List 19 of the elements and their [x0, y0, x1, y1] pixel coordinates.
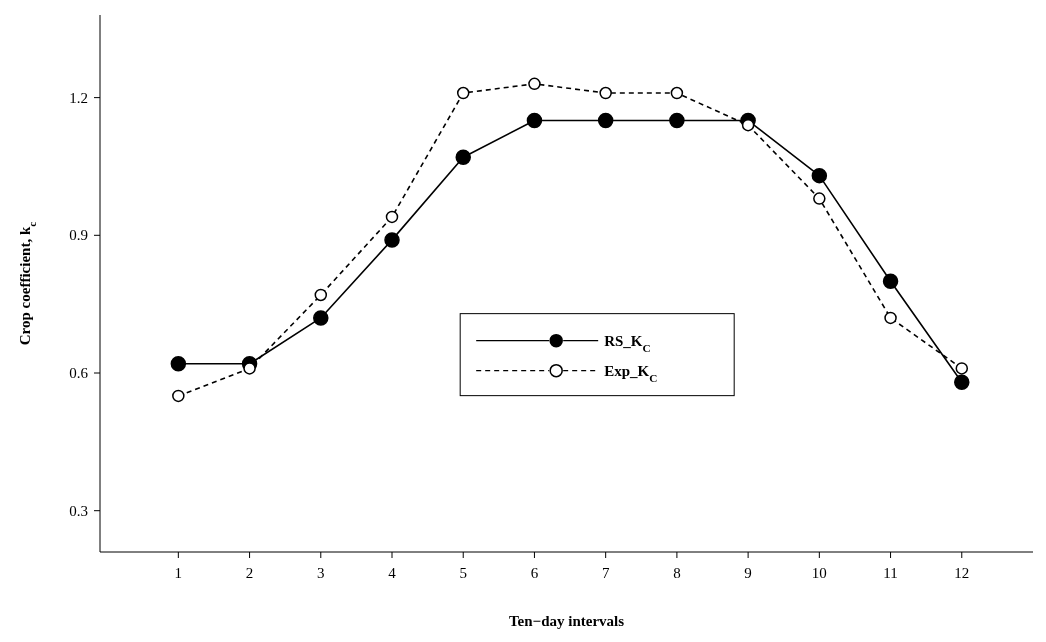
y-tick-label: 0.3 [69, 502, 88, 519]
y-tick-label: 0.9 [69, 227, 88, 244]
x-tick-label: 9 [744, 565, 752, 581]
x-tick-label: 7 [601, 565, 610, 581]
x-tick-label: 2 [245, 565, 254, 581]
x-axis-title: Ten−day intervals [508, 613, 625, 629]
y-tick-label: 1.2 [69, 89, 88, 106]
x-tick-label: 3 [317, 565, 325, 581]
x-tick-label: 5 [459, 565, 467, 581]
x-tick-label: 11 [883, 565, 898, 581]
x-tick-label: 1 [174, 565, 183, 581]
x-tick-label: 6 [530, 565, 539, 581]
x-tick-label: 10 [811, 565, 827, 581]
y-tick-label: 0.6 [69, 365, 89, 381]
x-tick-label: 12 [954, 565, 970, 581]
legend-label: RS_K$_{C}$ [604, 332, 651, 354]
x-tick-label: 8 [673, 565, 681, 581]
x-tick-label: 4 [388, 565, 397, 581]
legend-label: Exp_K$_{C}$ [604, 362, 658, 384]
